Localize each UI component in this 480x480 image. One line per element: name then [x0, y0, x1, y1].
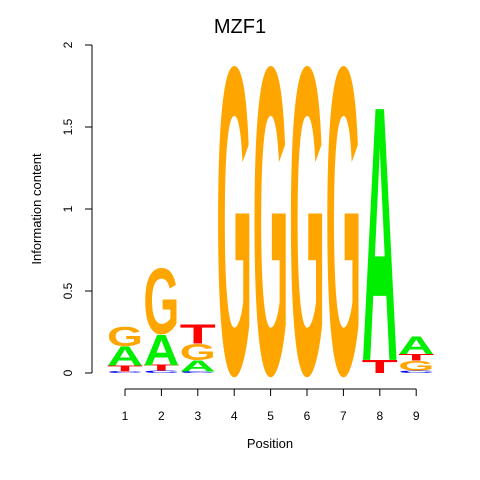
logo-letter-c: C: [107, 371, 143, 374]
logo-letter-a: A: [398, 332, 434, 360]
logo-letter-t: T: [143, 363, 179, 372]
y-axis: 0 0.5 1 1.5 2: [61, 41, 93, 376]
x-axis-label: Position: [247, 436, 293, 451]
x-tick-label: 2: [158, 409, 165, 423]
x-tick-label: 3: [194, 409, 201, 423]
logo-letter-t: T: [180, 318, 216, 349]
logo-letter-g: G: [398, 359, 434, 374]
logo-letter-a: A: [143, 326, 179, 374]
x-axis: 1 2 3 4 5 6 7 8 9: [122, 388, 420, 423]
logo-letter-g: G: [180, 339, 216, 365]
y-axis-label: Information content: [29, 153, 44, 265]
logo-letter-a: A: [107, 341, 143, 372]
logo-letter-g: G: [216, 0, 252, 467]
logo-letter-c: C: [398, 370, 434, 374]
y-tick-label: 0.5: [61, 282, 75, 299]
logo-letter-g: G: [289, 0, 325, 467]
x-tick-label: 5: [267, 409, 274, 423]
logo-letter-t: T: [107, 364, 143, 373]
y-tick-label: 1.5: [61, 118, 75, 135]
x-tick-label: 1: [122, 409, 129, 423]
logo-letter-c: C: [180, 371, 216, 374]
logo-letter-g: G: [107, 322, 143, 352]
x-tick-label: 6: [304, 409, 311, 423]
y-tick-label: 1: [61, 205, 75, 212]
y-tick-label: 0: [61, 369, 75, 376]
x-tick-label: 8: [376, 409, 383, 423]
logo-letter-t: T: [362, 357, 398, 377]
logo-letter-g: G: [253, 0, 289, 467]
logo-letter-c: C: [143, 370, 179, 374]
logo-letter-a: A: [362, 32, 398, 438]
y-tick-label: 2: [61, 41, 75, 48]
logo-letter-t: T: [398, 352, 434, 362]
logo-letter-g: G: [143, 249, 179, 354]
chart-title: MZF1: [214, 16, 266, 38]
x-tick-label: 4: [231, 409, 238, 423]
x-tick-label: 9: [413, 409, 420, 423]
logo-letter-a: A: [180, 357, 216, 375]
x-tick-label: 7: [340, 409, 347, 423]
logo-letter-g: G: [325, 0, 361, 467]
